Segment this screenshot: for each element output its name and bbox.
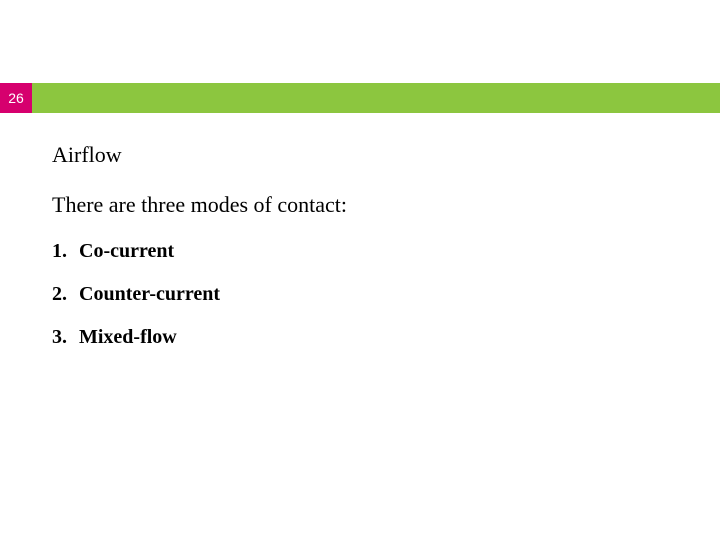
section-heading: Airflow	[52, 142, 680, 168]
list-item-number: 1.	[52, 240, 74, 263]
list-item: 3. Mixed-flow	[52, 326, 680, 349]
intro-text: There are three modes of contact:	[52, 192, 680, 218]
page-number-box: 26	[0, 83, 32, 113]
list-item-label: Mixed-flow	[79, 326, 177, 348]
list-item-number: 3.	[52, 326, 74, 349]
list-item-label: Co-current	[79, 240, 174, 262]
list-item-label: Counter-current	[79, 283, 220, 305]
list-item-number: 2.	[52, 283, 74, 306]
list-item: 1. Co-current	[52, 240, 680, 263]
slide: 26 Airflow There are three modes of cont…	[0, 0, 720, 540]
content-area: Airflow There are three modes of contact…	[52, 142, 680, 369]
modes-list: 1. Co-current 2. Counter-current 3. Mixe…	[52, 240, 680, 349]
header-bar: 26	[0, 83, 720, 113]
accent-bar	[32, 83, 720, 113]
page-number: 26	[8, 90, 24, 106]
list-item: 2. Counter-current	[52, 283, 680, 306]
